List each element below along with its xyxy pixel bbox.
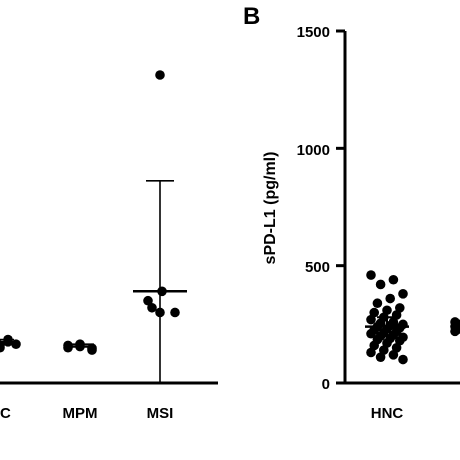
- panel-b-data-point: [366, 328, 376, 339]
- panel-b-letter: B: [243, 3, 260, 30]
- panel-a-marks: [0, 70, 187, 383]
- panel-b-data-point: [366, 270, 376, 280]
- panel-a-category-c: C: [0, 405, 11, 422]
- panel-b-data-point: [398, 354, 408, 365]
- panel-b-data-point: [385, 293, 396, 304]
- panel-b-category-hnc: HNC: [371, 405, 404, 422]
- panel-a-data-point: [143, 295, 153, 306]
- panel-a-data-point: [170, 307, 180, 318]
- panel-b-tick-label-500: 500: [305, 259, 330, 276]
- panel-b-data-point: [450, 326, 460, 337]
- panel-a-data-point: [0, 342, 5, 353]
- panel-a-category-msi: MSI: [147, 405, 174, 422]
- panel-b-data-point: [366, 347, 376, 358]
- panel-b-data-point: [366, 314, 376, 325]
- panel-b-data-point: [372, 298, 383, 309]
- panel-b-data-point: [375, 279, 386, 290]
- panel-b-marks: [365, 270, 460, 365]
- panel-a-data-point: [147, 302, 157, 313]
- panel-a-data-point: [155, 70, 165, 80]
- panel-b-y-axis-title: sPD-L1 (pg/ml): [262, 152, 279, 265]
- panel-b-tick-label-0: 0: [322, 376, 330, 393]
- panel-b-data-point: [388, 350, 399, 360]
- panel-b-data-point: [388, 274, 399, 285]
- panel-b-data-point: [375, 352, 386, 362]
- panel-b-y-ticks: [336, 29, 345, 385]
- panel-b-tick-label-1000: 1000: [297, 142, 330, 159]
- panel-b-data-point: [398, 289, 408, 299]
- panel-a-category-mpm: MPM: [63, 405, 98, 422]
- panel-b-tick-label-1500: 1500: [297, 24, 330, 41]
